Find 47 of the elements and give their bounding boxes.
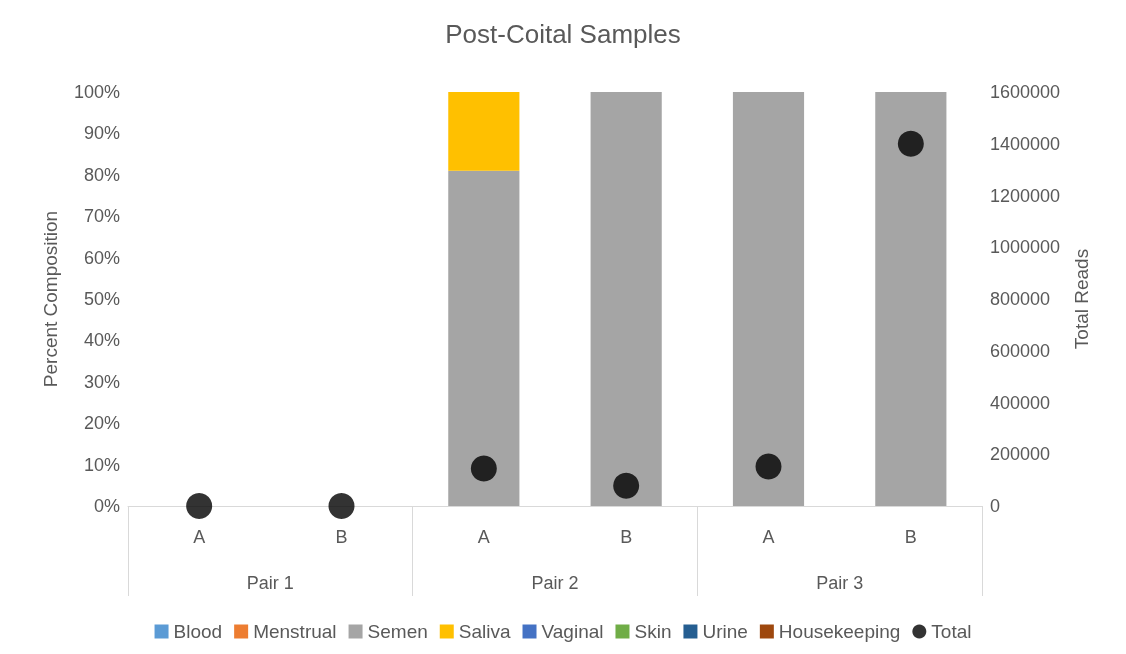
y-tick-label: 100% (73, 82, 120, 102)
y-tick-label: 80% (83, 164, 120, 185)
legend-label: Saliva (458, 621, 511, 642)
legend-label: Blood (173, 621, 223, 642)
x-tick-label: A (762, 527, 775, 547)
y-tick-label: 20% (83, 413, 120, 434)
y2-tick-label: 1600000 (990, 82, 1061, 102)
point (613, 472, 640, 499)
x-tick-label: A (477, 527, 490, 547)
y2-tick-label: 1400000 (990, 133, 1061, 154)
legend-label: Menstrual (253, 621, 337, 642)
y-tick-label: 0% (93, 496, 120, 516)
y2-tick-label: 0 (990, 496, 1001, 516)
x-tick-label: B (620, 527, 633, 547)
legend-label: Housekeeping (778, 621, 901, 642)
y-tick-label: 40% (83, 330, 120, 351)
y-tick-label: 60% (83, 247, 120, 268)
x-tick-label: B (904, 527, 917, 547)
y2-tick-label: 200000 (990, 444, 1051, 465)
y-axis-title: Percent Composition (40, 210, 61, 388)
point (755, 453, 782, 480)
y-tick-label: 30% (83, 371, 120, 392)
y2-tick-label: 1200000 (990, 185, 1061, 206)
point (328, 493, 355, 519)
legend-label: Semen (367, 621, 428, 642)
chart-title: Post-Coital Samples (445, 19, 681, 49)
point (186, 493, 213, 519)
x-tick-label: A (193, 527, 206, 547)
y2-tick-label: 800000 (990, 289, 1051, 309)
point (470, 455, 497, 482)
y-tick-label: 70% (83, 206, 120, 227)
legend-label: Vaginal (541, 621, 604, 642)
text: Pair 3 (816, 573, 864, 593)
y-tick-label: 50% (83, 289, 120, 309)
legend-label: Skin (634, 621, 672, 642)
y2-tick-label: 400000 (990, 392, 1051, 413)
text: Pair 2 (531, 573, 579, 593)
text: Pair 1 (246, 573, 294, 593)
x-tick-label: B (335, 527, 348, 547)
y2-axis-title: Total Reads (1071, 248, 1092, 350)
legend-label: Total (931, 621, 972, 642)
y2-tick-label: 1000000 (990, 237, 1061, 258)
y-tick-label: 10% (83, 454, 120, 475)
y-tick-label: 90% (83, 123, 120, 144)
y2-tick-label: 600000 (990, 340, 1051, 361)
point (897, 130, 924, 157)
legend-label: Urine (702, 621, 748, 642)
